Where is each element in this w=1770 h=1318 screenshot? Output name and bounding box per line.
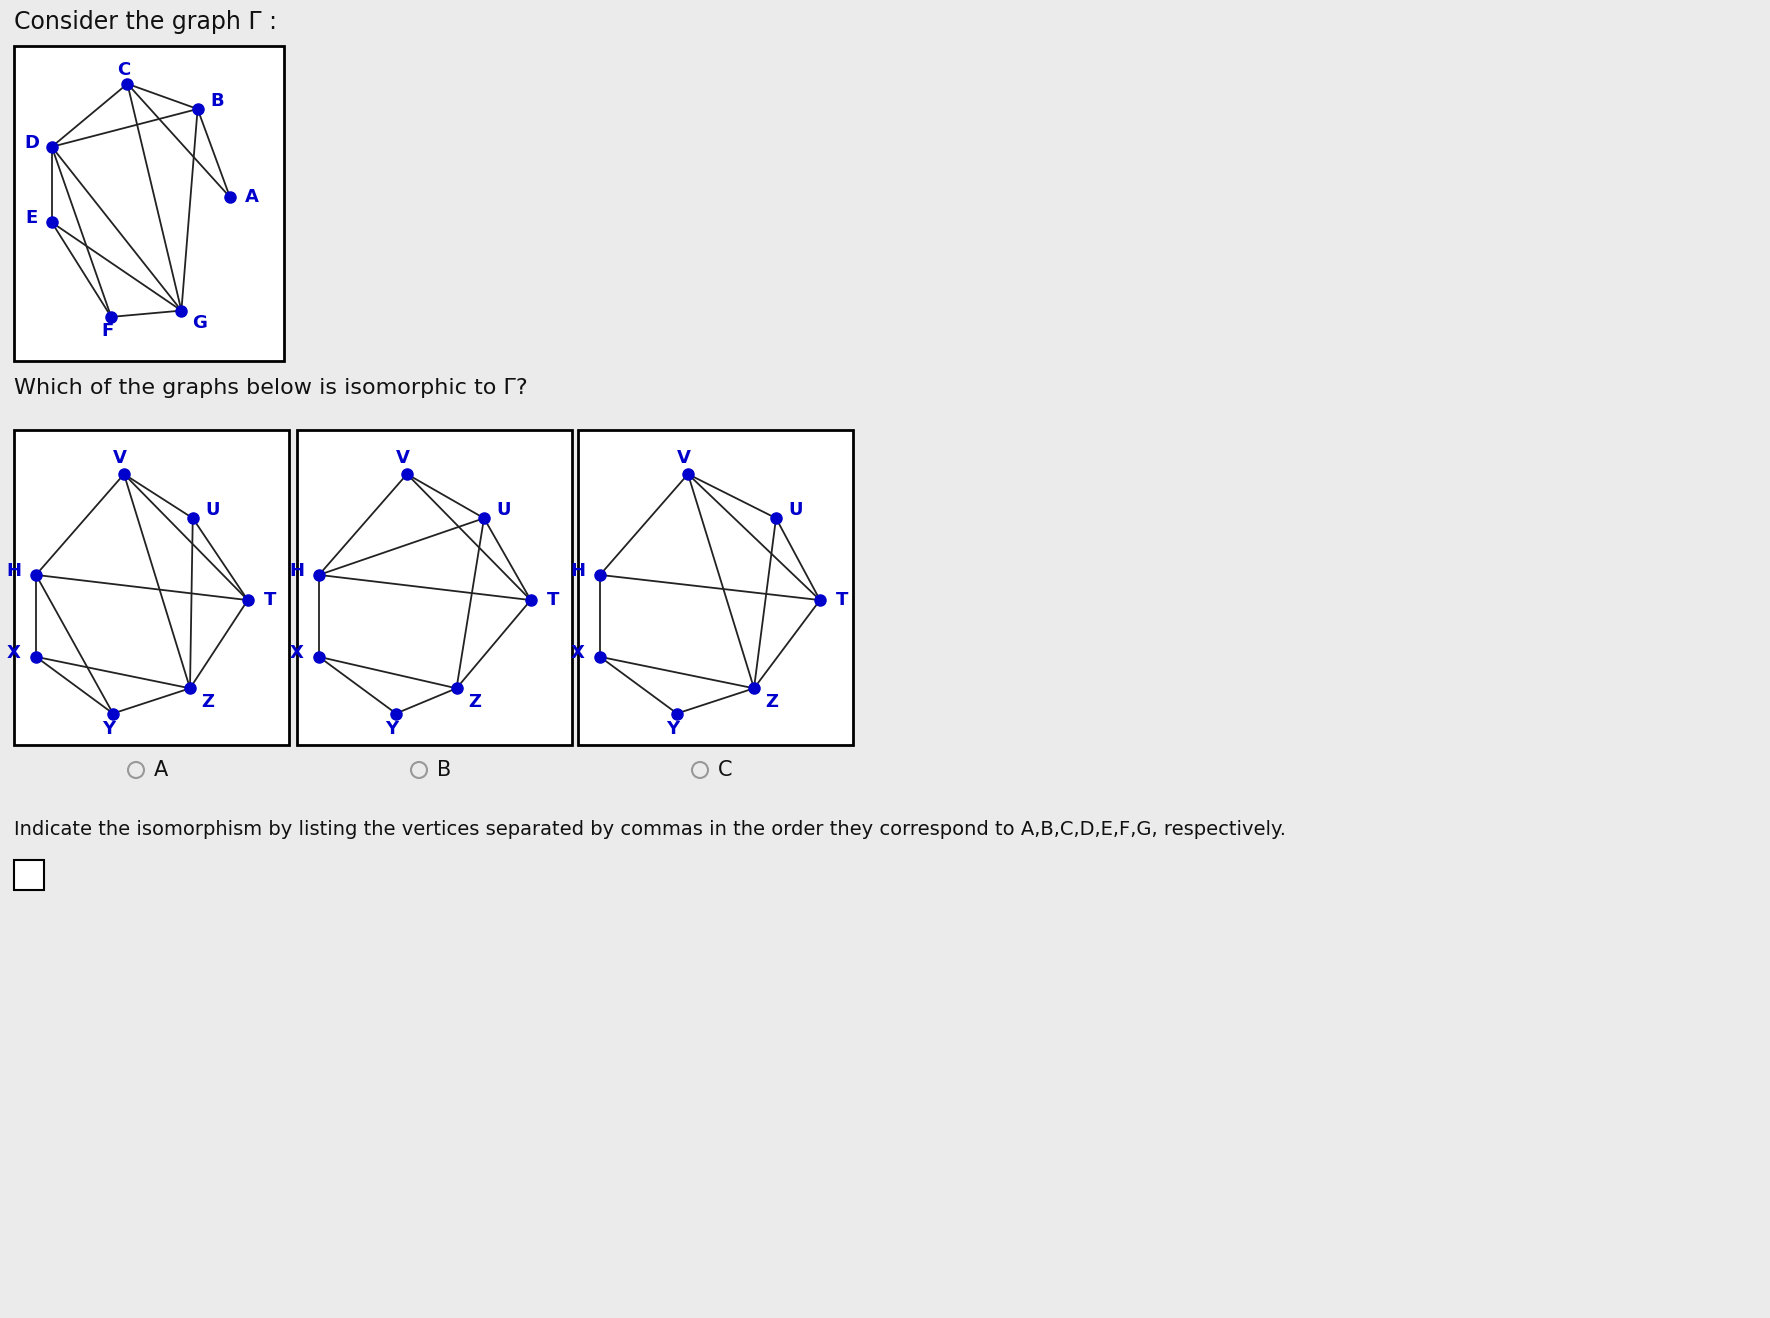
Text: T: T xyxy=(264,590,276,609)
Text: H: H xyxy=(570,561,586,580)
Text: U: U xyxy=(205,501,219,519)
Bar xyxy=(297,430,572,745)
Text: T: T xyxy=(547,590,559,609)
Text: Z: Z xyxy=(467,693,481,712)
Text: B: B xyxy=(437,760,451,780)
Text: H: H xyxy=(7,561,21,580)
Text: Y: Y xyxy=(667,721,680,738)
Text: F: F xyxy=(101,322,113,340)
Text: X: X xyxy=(572,643,584,662)
Text: Consider the graph Γ :: Consider the graph Γ : xyxy=(14,11,276,34)
Text: G: G xyxy=(191,314,207,332)
Text: A: A xyxy=(244,188,258,206)
Text: Which of the graphs below is isomorphic to Γ?: Which of the graphs below is isomorphic … xyxy=(14,378,527,398)
Text: B: B xyxy=(211,92,225,109)
Text: Y: Y xyxy=(103,721,115,738)
Text: V: V xyxy=(678,449,690,467)
Text: C: C xyxy=(117,61,129,79)
Text: E: E xyxy=(27,210,37,228)
Bar xyxy=(579,430,853,745)
Text: Z: Z xyxy=(202,693,214,712)
Text: H: H xyxy=(290,561,304,580)
Text: D: D xyxy=(25,134,39,152)
Bar xyxy=(14,430,289,745)
Text: X: X xyxy=(290,643,304,662)
Text: Indicate the isomorphism by listing the vertices separated by commas in the orde: Indicate the isomorphism by listing the … xyxy=(14,820,1287,840)
Text: T: T xyxy=(835,590,848,609)
Text: V: V xyxy=(113,449,127,467)
Text: U: U xyxy=(497,501,512,519)
Text: V: V xyxy=(396,449,411,467)
Text: Y: Y xyxy=(386,721,398,738)
Text: Z: Z xyxy=(766,693,779,712)
Bar xyxy=(14,46,283,361)
Text: C: C xyxy=(719,760,733,780)
Bar xyxy=(14,861,44,890)
Text: A: A xyxy=(154,760,168,780)
Text: U: U xyxy=(789,501,804,519)
Text: X: X xyxy=(7,643,21,662)
